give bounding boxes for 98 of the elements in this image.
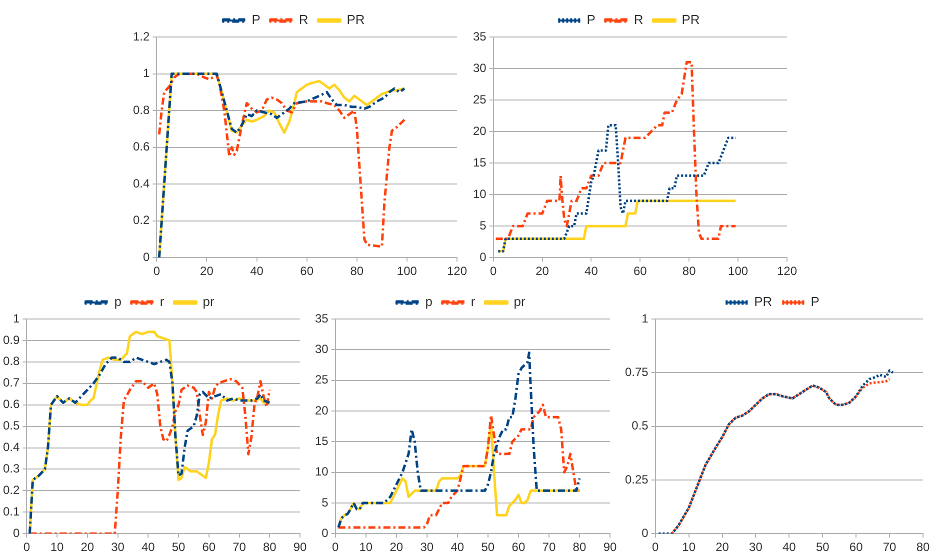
x-tick-label: 50	[172, 540, 186, 554]
legend-label: pr	[514, 294, 526, 310]
legend-label: P	[252, 12, 260, 28]
y-tick-label: 0.75	[624, 364, 649, 379]
x-tick-label: 70	[542, 540, 556, 554]
x-tick-label: 40	[450, 540, 464, 554]
y-tick-label: 35	[314, 311, 329, 326]
line-series	[337, 351, 581, 529]
y-tick-label: 5	[322, 495, 329, 510]
y-tick-label: 15	[314, 434, 329, 448]
y-tick-label: 0.4	[2, 440, 20, 454]
legend-label: R	[298, 12, 308, 28]
y-tick-label: 0	[642, 526, 649, 540]
x-tick-label: 0	[153, 264, 160, 278]
x-tick-label: 10	[682, 540, 696, 554]
x-tick-label: 40	[584, 264, 598, 278]
legend-label: P	[810, 294, 820, 310]
x-tick-label: 120	[776, 264, 798, 278]
x-tick-label: 0	[332, 540, 340, 554]
y-tick-label: 30	[314, 342, 329, 356]
x-tick-label: 90	[603, 540, 617, 554]
x-tick-label: 60	[633, 264, 648, 278]
y-tick-label: 20	[314, 403, 329, 418]
x-tick-label: 60	[300, 264, 314, 278]
y-tick-label: 1	[642, 311, 649, 326]
legend-label: P	[586, 12, 596, 28]
x-tick-label: 60	[202, 540, 216, 554]
x-tick-label: 100	[396, 264, 418, 278]
y-tick-label: 0.25	[624, 472, 649, 486]
x-tick-label: 100	[728, 264, 748, 278]
x-tick-label: 0	[23, 540, 30, 554]
y-tick-label: 35	[472, 29, 487, 44]
legend-label: p	[425, 294, 432, 310]
legend-label: PR	[754, 294, 772, 310]
legend-label: PR	[346, 12, 365, 28]
y-tick-label: 0.2	[132, 213, 150, 228]
y-tick-label: 0.7	[2, 376, 20, 390]
x-tick-label: 60	[849, 540, 864, 554]
x-tick-label: 30	[420, 540, 434, 554]
x-tick-label: 70	[232, 540, 246, 554]
legend-label: pr	[202, 294, 215, 310]
x-tick-label: 40	[782, 540, 796, 554]
x-tick-label: 70	[882, 540, 897, 554]
y-tick-label: 25	[472, 92, 487, 106]
x-tick-label: 20	[536, 264, 550, 278]
y-tick-label: 0.5	[2, 418, 20, 433]
y-tick-label: 5	[480, 218, 487, 232]
y-tick-label: 0.8	[2, 354, 20, 368]
y-tick-label: 0.2	[2, 482, 20, 497]
x-tick-label: 60	[512, 540, 526, 554]
y-tick-label: 0	[12, 526, 20, 540]
x-tick-label: 80	[572, 540, 586, 554]
x-tick-label: 20	[200, 264, 214, 278]
x-tick-label: 0	[652, 540, 660, 554]
x-tick-label: 10	[359, 540, 373, 554]
line-series	[494, 60, 737, 240]
y-tick-label: 0.5	[632, 418, 649, 433]
x-tick-label: 10	[50, 540, 64, 554]
x-tick-label: 50	[481, 540, 495, 554]
y-tick-label: 0.6	[2, 397, 20, 412]
x-tick-label: 50	[816, 540, 830, 554]
x-tick-label: 30	[111, 540, 125, 554]
legend-label: r	[470, 294, 476, 310]
x-tick-label: 20	[390, 540, 404, 554]
legend-label: p	[114, 294, 122, 310]
x-tick-label: 80	[682, 264, 696, 278]
y-tick-label: 15	[472, 155, 487, 170]
y-tick-label: 1.2	[132, 29, 150, 44]
y-tick-label: 0.8	[132, 102, 150, 117]
y-tick-label: 10	[472, 186, 487, 201]
y-tick-label: 0.1	[2, 504, 20, 518]
y-tick-label: 30	[472, 60, 487, 75]
legend-label: r	[160, 294, 165, 310]
x-tick-label: 80	[262, 540, 277, 554]
y-tick-label: 0.6	[132, 140, 150, 154]
x-tick-label: 80	[350, 264, 364, 278]
x-tick-label: 90	[293, 540, 307, 554]
x-tick-label: 40	[250, 264, 264, 278]
legend-label: PR	[682, 12, 700, 28]
y-tick-label: 0	[322, 526, 329, 540]
y-tick-label: 10	[314, 464, 329, 479]
x-tick-label: 120	[446, 264, 468, 278]
y-tick-label: 0.9	[2, 332, 20, 347]
x-tick-label: 20	[716, 540, 730, 554]
y-tick-label: 0.3	[2, 462, 20, 476]
legend-label: R	[634, 12, 644, 28]
y-tick-label: 0	[480, 250, 487, 264]
y-tick-label: 0	[142, 250, 150, 264]
y-tick-label: 1	[142, 66, 150, 80]
x-tick-label: 40	[141, 540, 156, 554]
x-tick-label: 30	[749, 540, 763, 554]
y-tick-label: 20	[472, 124, 487, 138]
x-tick-label: 0	[490, 264, 498, 278]
y-tick-label: 25	[314, 372, 329, 387]
x-tick-label: 80	[916, 540, 930, 554]
y-tick-label: 0.4	[132, 176, 150, 190]
y-tick-label: 1	[12, 311, 20, 326]
x-tick-label: 20	[80, 540, 94, 554]
